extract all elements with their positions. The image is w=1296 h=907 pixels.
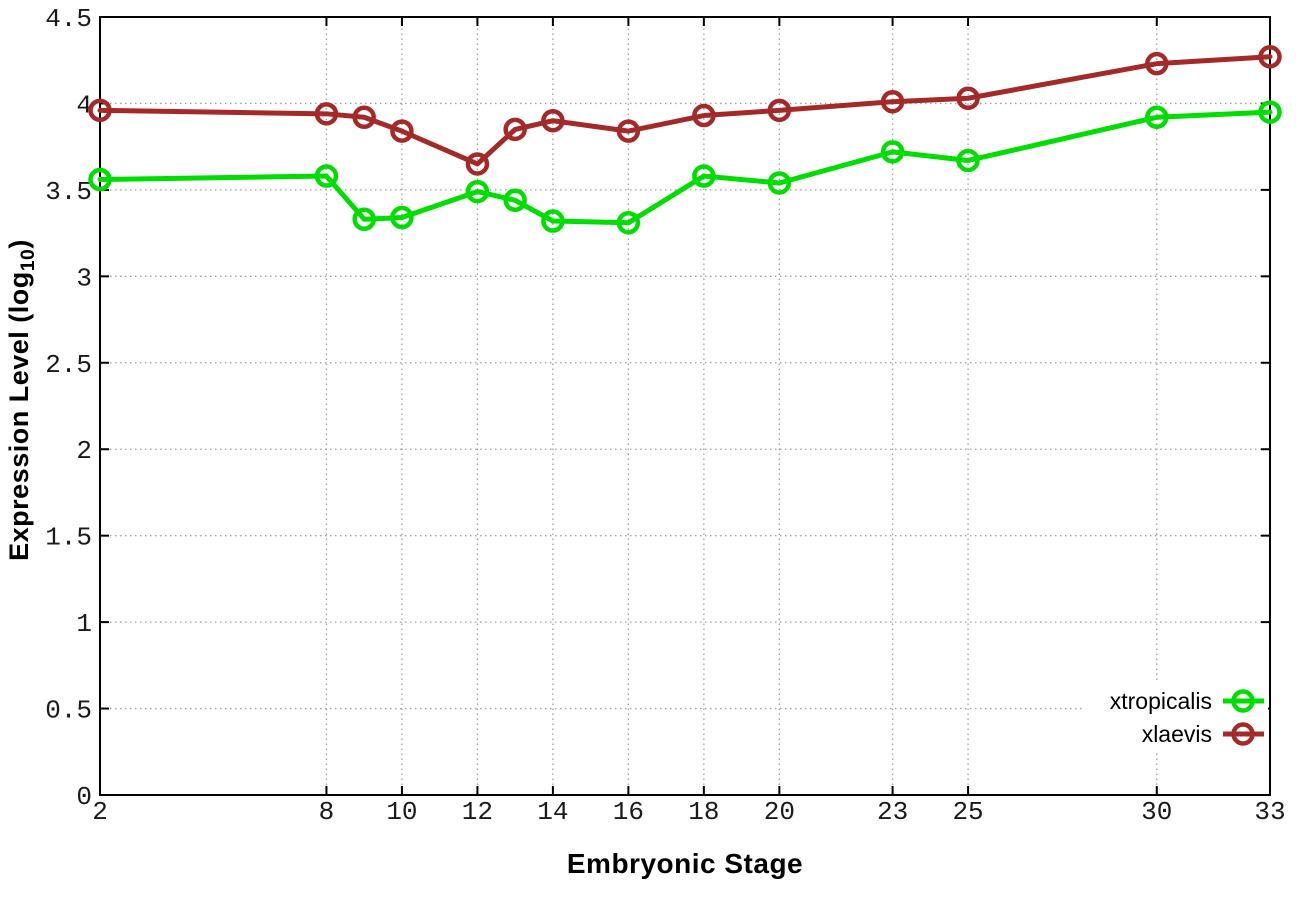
data-point-xtropicalis <box>390 205 414 230</box>
data-point-xlaevis <box>1258 45 1282 69</box>
x-tick-label: 2 <box>92 797 108 827</box>
data-point-xtropicalis <box>1258 100 1282 124</box>
x-tick-label: 23 <box>877 797 908 827</box>
data-point-xtropicalis <box>465 179 490 204</box>
y-tick-label: 1.5 <box>45 523 92 553</box>
data-point-xlaevis <box>465 152 490 176</box>
y-tick-label: 0 <box>76 782 92 812</box>
series-line-xtropicalis <box>97 109 1273 226</box>
y-tick-label: 4 <box>76 90 92 120</box>
legend-label-xlaevis: xlaevis <box>1142 721 1212 747</box>
data-point-xlaevis <box>692 103 716 128</box>
data-point-xlaevis <box>616 119 641 143</box>
x-tick-label: 25 <box>952 797 983 827</box>
legend-marker-xtropicalis <box>1231 689 1255 713</box>
x-tick-label: 16 <box>613 797 644 827</box>
data-point-xlaevis <box>88 98 112 123</box>
x-tick-label: 30 <box>1141 797 1172 827</box>
x-tick-label: 33 <box>1254 797 1285 827</box>
y-tick-label: 2.5 <box>45 350 92 380</box>
y-tick-label: 1 <box>76 609 92 639</box>
y-tick-label: 3.5 <box>45 177 92 207</box>
y-tick-label: 2 <box>76 436 92 466</box>
data-point-xlaevis <box>956 86 980 111</box>
data-point-xtropicalis <box>880 140 905 164</box>
legend-label-xtropicalis: xtropicalis <box>1110 688 1212 714</box>
x-axis-title: Embryonic Stage <box>566 848 804 879</box>
x-tick-label: 12 <box>462 797 493 827</box>
data-point-xlaevis <box>880 89 905 114</box>
y-axis-title-subscript: 10 <box>17 248 40 272</box>
y-axis-title: Expression Level (log10) <box>4 239 40 561</box>
data-point-xlaevis <box>1145 51 1169 76</box>
x-tick-label: 18 <box>688 797 719 827</box>
data-point-xtropicalis <box>88 167 112 192</box>
data-point-xtropicalis <box>352 207 376 232</box>
data-point-xtropicalis <box>616 210 641 235</box>
data-point-xlaevis <box>314 102 339 126</box>
data-point-xtropicalis <box>692 164 716 188</box>
data-point-xtropicalis <box>541 209 565 233</box>
data-point-xlaevis <box>390 119 414 143</box>
y-axis-title-main: Expression Level (log <box>3 271 34 561</box>
x-tick-label: 14 <box>537 797 568 827</box>
x-tick-label: 8 <box>319 797 335 827</box>
data-point-xtropicalis <box>1145 105 1169 130</box>
series-line-xlaevis <box>97 54 1273 167</box>
x-tick-label: 10 <box>386 797 417 827</box>
x-tick-label: 20 <box>764 797 795 827</box>
data-point-xtropicalis <box>314 164 339 188</box>
data-point-xlaevis <box>503 117 527 142</box>
data-point-xtropicalis <box>767 171 792 195</box>
legend-marker-xlaevis <box>1231 722 1255 746</box>
y-tick-label: 4.5 <box>45 4 92 34</box>
y-axis-title-suffix: ) <box>3 239 34 249</box>
data-point-xtropicalis <box>503 188 527 213</box>
y-tick-label: 3 <box>76 263 92 293</box>
data-point-xlaevis <box>541 108 565 133</box>
y-tick-label: 0.5 <box>45 696 92 726</box>
data-point-xlaevis <box>767 98 792 123</box>
data-point-xtropicalis <box>956 148 980 173</box>
data-point-xlaevis <box>352 105 376 130</box>
plot-border <box>99 16 1271 796</box>
